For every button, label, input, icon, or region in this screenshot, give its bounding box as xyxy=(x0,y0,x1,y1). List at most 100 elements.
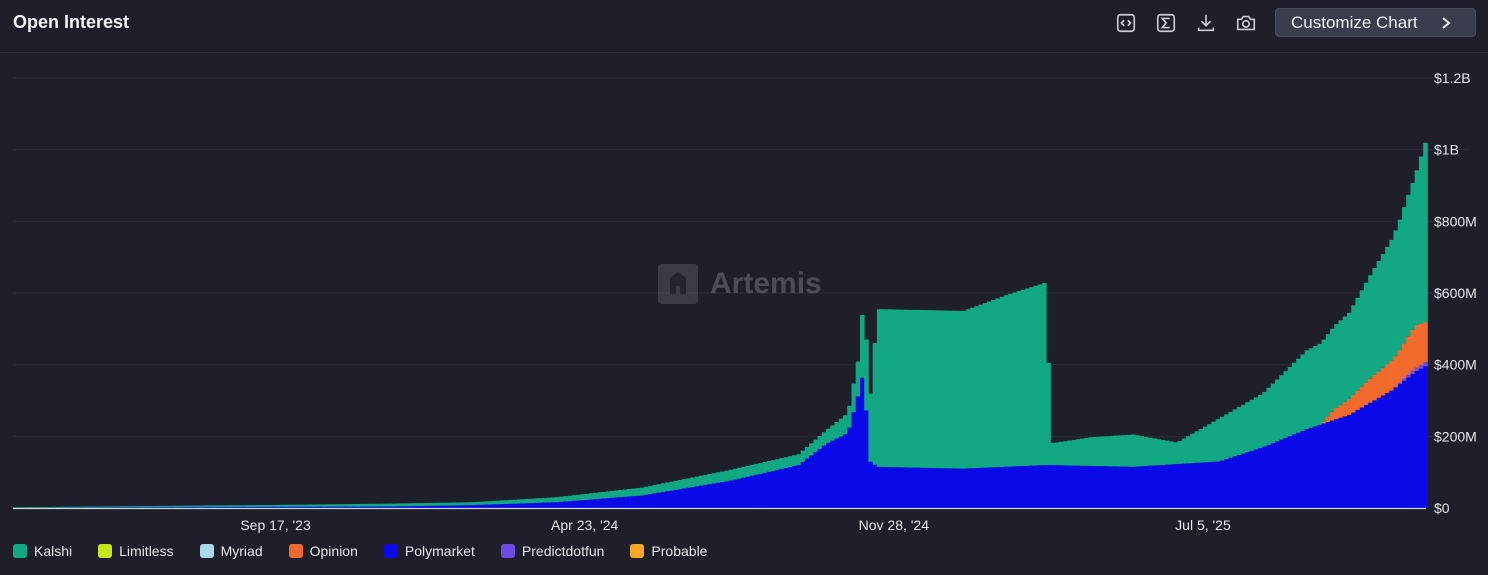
bar-segment-kalshi xyxy=(923,310,929,468)
bar-segment-polymarket xyxy=(1215,461,1221,508)
bar-segment-polymarket xyxy=(271,506,276,508)
legend-item-kalshi[interactable]: Kalshi xyxy=(13,543,72,559)
bar-segment-polymarket xyxy=(385,506,391,508)
bar-segment-polymarket xyxy=(1342,416,1348,508)
bar-segment-kalshi xyxy=(1118,435,1123,467)
bar-segment-kalshi xyxy=(1029,287,1034,466)
bar-segment-kalshi xyxy=(1131,434,1136,467)
bar-segment-kalshi xyxy=(821,432,827,446)
bar-segment-kalshi xyxy=(1334,324,1339,408)
watermark-text: Artemis xyxy=(710,267,822,300)
bar-segment-polymarket xyxy=(504,503,509,508)
bar-segment-kalshi xyxy=(953,310,958,469)
bar-segment-kalshi xyxy=(258,505,264,507)
bar-segment-polymarket xyxy=(1406,377,1411,508)
bar-segment-opinion xyxy=(1359,386,1365,408)
bar-segment-kalshi xyxy=(694,476,700,487)
bar-segment-kalshi xyxy=(21,507,27,508)
bar-segment-kalshi xyxy=(419,503,425,506)
bar-segment-polymarket xyxy=(991,467,996,508)
bar-segment-kalshi xyxy=(919,310,924,468)
bar-segment-polymarket xyxy=(644,494,649,508)
bar-segment-kalshi xyxy=(754,463,759,475)
legend-item-opinion[interactable]: Opinion xyxy=(288,543,358,559)
bar-segment-kalshi xyxy=(1342,316,1348,402)
bar-segment-kalshi xyxy=(140,506,145,508)
legend-item-myriad[interactable]: Myriad xyxy=(199,543,263,559)
bar-segment-kalshi xyxy=(889,309,895,468)
bar-segment-polymarket xyxy=(771,470,776,508)
legend-item-limitless[interactable]: Limitless xyxy=(98,543,174,559)
bar-segment-polymarket xyxy=(1389,390,1394,508)
bar-segment-polymarket xyxy=(351,506,357,508)
bar-segment-kalshi xyxy=(1402,207,1407,344)
bar-segment-polymarket xyxy=(326,506,331,508)
bar-segment-kalshi xyxy=(322,504,327,507)
bar-segment-polymarket xyxy=(576,500,581,508)
bar-segment-kalshi xyxy=(1012,292,1017,467)
bar-segment-polymarket xyxy=(317,506,323,508)
bar-segment-polymarket xyxy=(1054,465,1060,508)
bar-segment-kalshi xyxy=(1042,283,1047,466)
bar-segment-kalshi xyxy=(948,310,954,469)
bar-segment-polymarket xyxy=(1067,465,1073,508)
bar-segment-polymarket xyxy=(876,466,882,508)
bar-segment-predictdotfun xyxy=(1423,362,1428,367)
bar-segment-polymarket xyxy=(1262,446,1267,508)
bar-segment-polymarket xyxy=(618,497,624,508)
legend-item-predictdotfun[interactable]: Predictdotfun xyxy=(500,543,604,559)
camera-icon[interactable] xyxy=(1234,11,1258,35)
bar-segment-polymarket xyxy=(406,506,412,508)
sigma-icon[interactable] xyxy=(1154,11,1178,35)
bar-segment-kalshi xyxy=(224,505,230,507)
embed-icon[interactable] xyxy=(1114,11,1138,35)
bar-segment-polymarket xyxy=(804,458,810,508)
legend-item-probable[interactable]: Probable xyxy=(630,543,707,559)
bar-segment-kalshi xyxy=(51,506,56,508)
bar-segment-kalshi xyxy=(186,505,192,508)
bar-segment-kalshi xyxy=(1236,407,1242,455)
bar-segment-kalshi xyxy=(978,304,984,468)
bar-segment-opinion xyxy=(1334,407,1339,420)
bar-segment-kalshi xyxy=(724,470,729,482)
bar-segment-kalshi xyxy=(1105,436,1111,467)
bar-segment-polymarket xyxy=(343,506,348,508)
bar-segment-predictdotfun xyxy=(1393,386,1399,388)
bar-segment-polymarket xyxy=(1033,465,1039,508)
bar-segment-polymarket xyxy=(1080,465,1085,508)
bar-segment-polymarket xyxy=(584,499,590,508)
x-tick-label: Apr 23, '24 xyxy=(551,517,618,533)
bar-segment-kalshi xyxy=(614,490,619,498)
bar-segment-polymarket xyxy=(377,506,382,508)
bar-segment-polymarket xyxy=(610,497,615,508)
bar-segment-kalshi xyxy=(1304,350,1310,430)
bar-segment-polymarket xyxy=(398,506,403,508)
bar-segment-kalshi xyxy=(881,309,886,467)
customize-chart-button[interactable]: Customize Chart xyxy=(1275,8,1476,37)
bar-segment-polymarket xyxy=(284,506,289,508)
bar-segment-polymarket xyxy=(1050,465,1056,508)
bar-segment-polymarket xyxy=(1219,460,1225,508)
bar-segment-kalshi xyxy=(1003,295,1009,467)
bar-segment-polymarket xyxy=(1414,371,1420,508)
bar-segment-polymarket xyxy=(508,503,514,508)
bar-segment-kalshi xyxy=(1359,290,1365,387)
bar-segment-kalshi xyxy=(771,460,776,471)
bar-segment-kalshi xyxy=(17,507,22,508)
bar-segment-polymarket xyxy=(85,507,90,508)
bar-segment-kalshi xyxy=(529,498,535,504)
bar-segment-polymarket xyxy=(745,476,751,508)
download-icon[interactable] xyxy=(1194,11,1218,35)
bar-segment-kalshi xyxy=(838,418,844,437)
bar-segment-kalshi xyxy=(1173,442,1178,465)
bar-segment-kalshi xyxy=(546,497,552,503)
chart-legend: Kalshi Limitless Myriad Opinion Polymarket Pr… xyxy=(13,543,733,559)
bar-segment-polymarket xyxy=(173,507,179,508)
legend-item-polymarket[interactable]: Polymarket xyxy=(383,543,475,559)
bar-segment-polymarket xyxy=(296,506,302,508)
bar-segment-kalshi xyxy=(334,504,340,507)
bar-segment-kalshi xyxy=(737,467,742,479)
stacked-bars xyxy=(13,142,1428,510)
bar-segment-kalshi xyxy=(542,497,547,503)
bar-segment-kalshi xyxy=(504,500,509,504)
